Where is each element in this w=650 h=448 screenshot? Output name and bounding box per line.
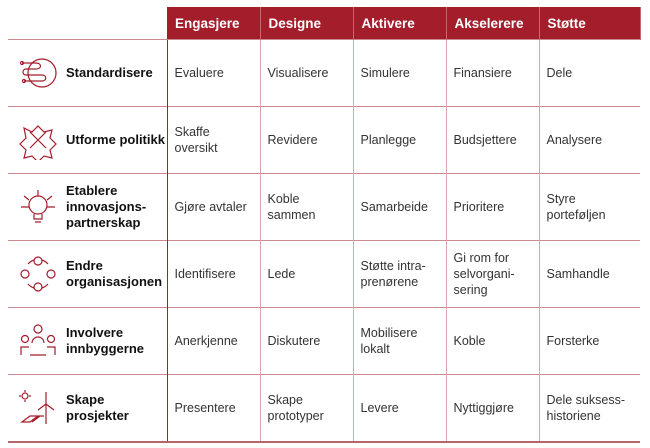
row-label: Endre organisasjonen xyxy=(66,258,163,289)
tangled-globe-icon xyxy=(19,58,57,88)
table-cell: Planlegge xyxy=(352,106,446,174)
table-cell: Lede xyxy=(259,240,353,308)
table-cell: Identifisere xyxy=(166,240,260,308)
table-row: Involvere innbyggerne Anerkjenne Diskutere… xyxy=(8,307,640,375)
renewable-energy-icon xyxy=(19,390,55,424)
table-cell: Revidere xyxy=(259,106,353,174)
row-label: Etablere innovasjons-partnerskap xyxy=(66,183,147,230)
row-label: Involvere innbyggerne xyxy=(66,325,145,356)
table-cell: Dele xyxy=(538,39,640,107)
matrix-table: Engasjere Designe Aktivere Akselerere St… xyxy=(8,7,641,443)
table-cell: Samhandle xyxy=(538,240,640,308)
table-cell: Evaluere xyxy=(166,39,260,107)
row-label: Standardisere xyxy=(66,65,153,80)
table-cell: Levere xyxy=(352,374,446,443)
table-cell: Mobilisere lokalt xyxy=(352,307,446,375)
table-cell: Skaffe oversikt xyxy=(166,106,260,174)
table-cell: Budsjettere xyxy=(445,106,539,174)
table-row: Etablere innovasjons-partnerskap Gjøre av… xyxy=(8,173,640,241)
people-group-icon xyxy=(20,324,56,356)
people-cycle-icon xyxy=(20,256,56,292)
row-label: Skape prosjekter xyxy=(66,392,129,423)
column-header: Akselerere xyxy=(446,7,540,40)
table-cell: Diskutere xyxy=(259,307,353,375)
row-header: Involvere innbyggerne xyxy=(8,307,167,375)
column-header: Støtte xyxy=(539,7,641,40)
table-cell: Gjøre avtaler xyxy=(166,173,260,241)
table-cell: Støtte intra-prenørene xyxy=(352,240,446,308)
row-header: Skape prosjekter xyxy=(8,374,167,443)
table-cell: Dele suksess-historiene xyxy=(538,374,640,443)
table-cell: Skape prototyper xyxy=(259,374,353,443)
table-cell: Forsterke xyxy=(538,307,640,375)
corner-cell xyxy=(8,7,167,40)
row-header: Utforme politikk xyxy=(8,106,167,174)
row-header: Endre organisasjonen xyxy=(8,240,167,308)
header-row: Engasjere Designe Aktivere Akselerere St… xyxy=(8,7,641,40)
lightbulb-network-icon xyxy=(21,190,55,223)
table-cell: Gi rom for selvorgani-sering xyxy=(445,240,539,308)
table-cell: Nyttiggjøre xyxy=(445,374,539,443)
column-header: Designe xyxy=(260,7,354,40)
table-cell: Styre porteføljen xyxy=(538,173,640,241)
table-cell: Anerkjenne xyxy=(166,307,260,375)
table-cell: Koble sammen xyxy=(259,173,353,241)
table-row: Standardisere Evaluere Visualisere Simulere… xyxy=(8,39,640,107)
row-label: Utforme politikk xyxy=(66,132,165,147)
table-row: Skape prosjekter Presentere Skape prototyp… xyxy=(8,374,640,443)
column-header: Aktivere xyxy=(353,7,447,40)
table-cell: Analysere xyxy=(538,106,640,174)
table-cell: Prioritere xyxy=(445,173,539,241)
table-row: Endre organisasjonen Identifisere Lede Støt… xyxy=(8,240,640,308)
row-header: Standardisere xyxy=(8,39,167,107)
table-cell: Visualisere xyxy=(259,39,353,107)
table-row: Utforme politikk Skaffe oversikt Revidere P… xyxy=(8,106,640,174)
column-header: Engasjere xyxy=(167,7,261,40)
table-cell: Koble xyxy=(445,307,539,375)
table-cell: Simulere xyxy=(352,39,446,107)
table-cell: Finansiere xyxy=(445,39,539,107)
puzzle-network-icon xyxy=(19,125,57,160)
row-header: Etablere innovasjons-partnerskap xyxy=(8,173,167,241)
table-cell: Samarbeide xyxy=(352,173,446,241)
table-cell: Presentere xyxy=(166,374,260,443)
